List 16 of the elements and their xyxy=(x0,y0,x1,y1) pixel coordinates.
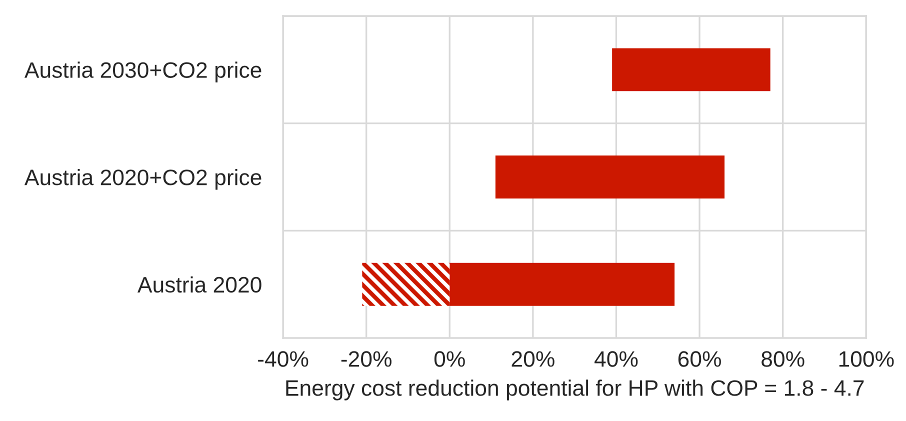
bar xyxy=(450,262,675,306)
x-axis-title: Energy cost reduction potential for HP with COP = 1.8 - 4.7 xyxy=(286,380,864,400)
x-tick-label: 60% xyxy=(678,351,721,367)
y-tick-label: Austria 2020+CO2 price xyxy=(24,168,262,190)
x-tick-label: 0% xyxy=(434,351,465,367)
x-tick-label: 100% xyxy=(839,351,894,367)
y-tick-label: Austria 2030+CO2 price xyxy=(24,62,262,82)
x-tick-label: 20% xyxy=(512,351,554,367)
x-tick-label: 80% xyxy=(762,351,804,367)
bar xyxy=(362,262,450,306)
x-tick-label: -40% xyxy=(258,351,308,367)
bar xyxy=(495,156,725,198)
x-tick-label: -20% xyxy=(341,351,392,367)
bar xyxy=(612,48,770,92)
x-tick-label: 40% xyxy=(594,351,638,367)
y-tick-label: Austria 2020 xyxy=(137,276,262,293)
